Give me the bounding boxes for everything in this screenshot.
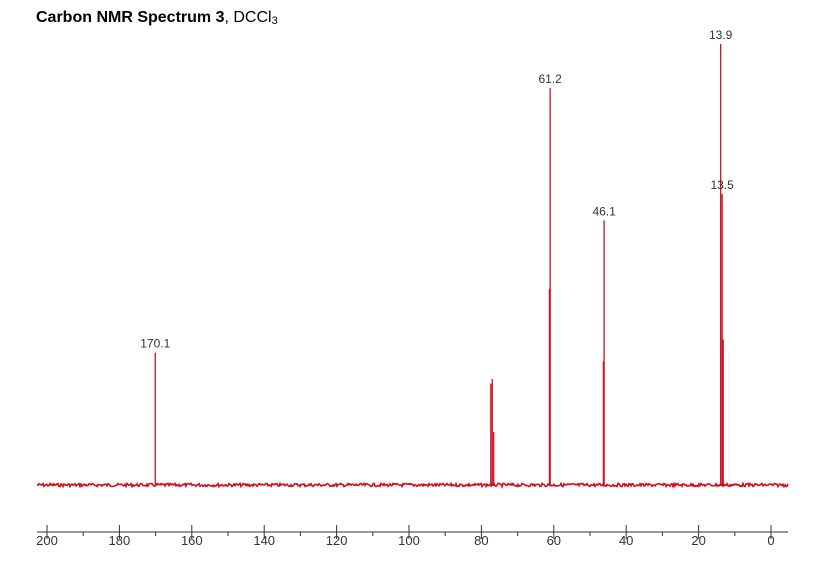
peak-label: 13.5 [710, 178, 734, 192]
x-tick-label: 100 [398, 533, 420, 548]
x-tick-label: 140 [253, 533, 275, 548]
title-solvent: DCCl [233, 9, 272, 26]
peak-label: 61.2 [539, 72, 563, 86]
peak-label: 46.1 [592, 204, 616, 218]
x-tick-label: 200 [36, 533, 58, 548]
title-solvent-subscript: 3 [271, 15, 278, 27]
title-bold: Carbon NMR Spectrum 3 [36, 9, 225, 26]
x-tick-label: 60 [547, 533, 561, 548]
peak-label: 170.1 [140, 337, 170, 351]
baseline-noise [36, 481, 789, 489]
x-tick-label: 20 [691, 533, 705, 548]
spectrum-baseline [36, 481, 789, 489]
peak-label: 13.9 [709, 28, 733, 42]
peak-labels: 170.1 61.2 46.1 13.9 13.5 [140, 28, 734, 351]
x-tick-label: 80 [474, 533, 488, 548]
x-tick-label: 0 [767, 533, 774, 548]
title-sep: , [224, 9, 234, 26]
chart-title: Carbon NMR Spectrum 3, DCCl3 [36, 9, 278, 27]
spectrum-peaks [154, 44, 724, 486]
x-tick-label: 40 [619, 533, 633, 548]
x-tick-label: 120 [326, 533, 348, 548]
x-tick-label: 160 [181, 533, 203, 548]
x-axis: 200 180 160 140 120 100 80 60 40 20 0 [36, 525, 788, 548]
x-tick-label: 180 [109, 533, 131, 548]
